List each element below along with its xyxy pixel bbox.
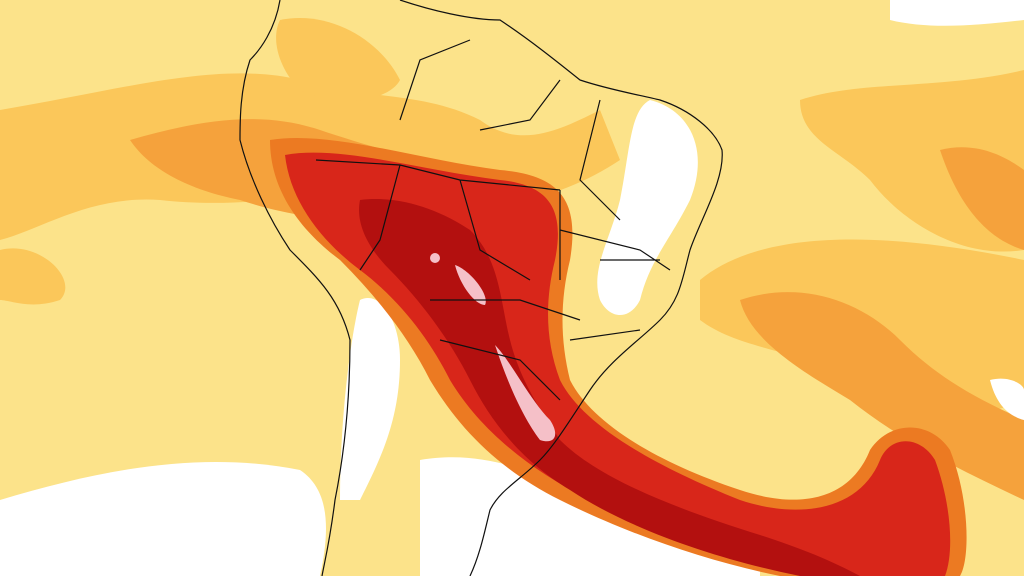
heat-plume	[270, 137, 967, 576]
coastline-and-borders	[239, 0, 723, 576]
